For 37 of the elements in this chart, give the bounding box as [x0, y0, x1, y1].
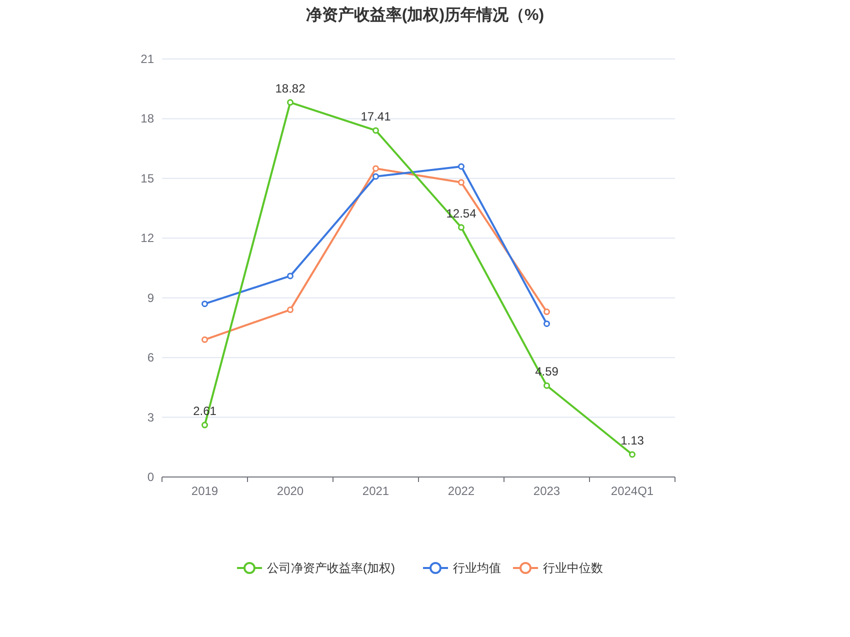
- y-tick-label: 12: [140, 231, 154, 246]
- point: [287, 99, 294, 106]
- y-tick-label: 15: [140, 171, 154, 186]
- x-tick-label: 2024Q1: [610, 484, 654, 498]
- point: [544, 308, 550, 316]
- point: [544, 320, 550, 327]
- y-tick-label: 21: [140, 52, 154, 66]
- point: [458, 179, 464, 186]
- data-label: 17.41: [360, 109, 392, 124]
- point: [629, 451, 636, 458]
- point: [544, 382, 550, 389]
- y-tick-label: 9: [147, 290, 154, 305]
- legend-label: 行业中位数: [543, 561, 603, 575]
- data-label: 1.13: [620, 434, 644, 448]
- y-tick-label: 6: [147, 350, 154, 365]
- x-tick-label: 2023: [533, 484, 560, 498]
- y-tick-label: 3: [147, 410, 154, 424]
- point: [372, 165, 379, 172]
- point: [287, 306, 294, 314]
- x-tick-label: 2021: [362, 484, 390, 498]
- x-tick-label: 2020: [276, 484, 304, 498]
- point: [287, 272, 294, 280]
- legend-label: 公司净资产收益率(加权): [267, 561, 395, 575]
- point: [458, 224, 464, 231]
- point: [202, 336, 208, 343]
- x-tick-label: 2022: [448, 484, 475, 498]
- point: [458, 163, 464, 170]
- point: [202, 422, 208, 428]
- data-label: 18.82: [275, 81, 306, 96]
- y-tick-label: 0: [147, 470, 154, 484]
- point: [372, 127, 379, 134]
- x-tick-label: 2019: [191, 484, 218, 498]
- point: [372, 173, 379, 180]
- legend-label: 行业均值: [453, 561, 501, 575]
- point: [202, 300, 208, 308]
- y-tick-label: 18: [140, 112, 154, 126]
- chart-title: 净资产收益率(加权)历年情况（%): [306, 5, 544, 24]
